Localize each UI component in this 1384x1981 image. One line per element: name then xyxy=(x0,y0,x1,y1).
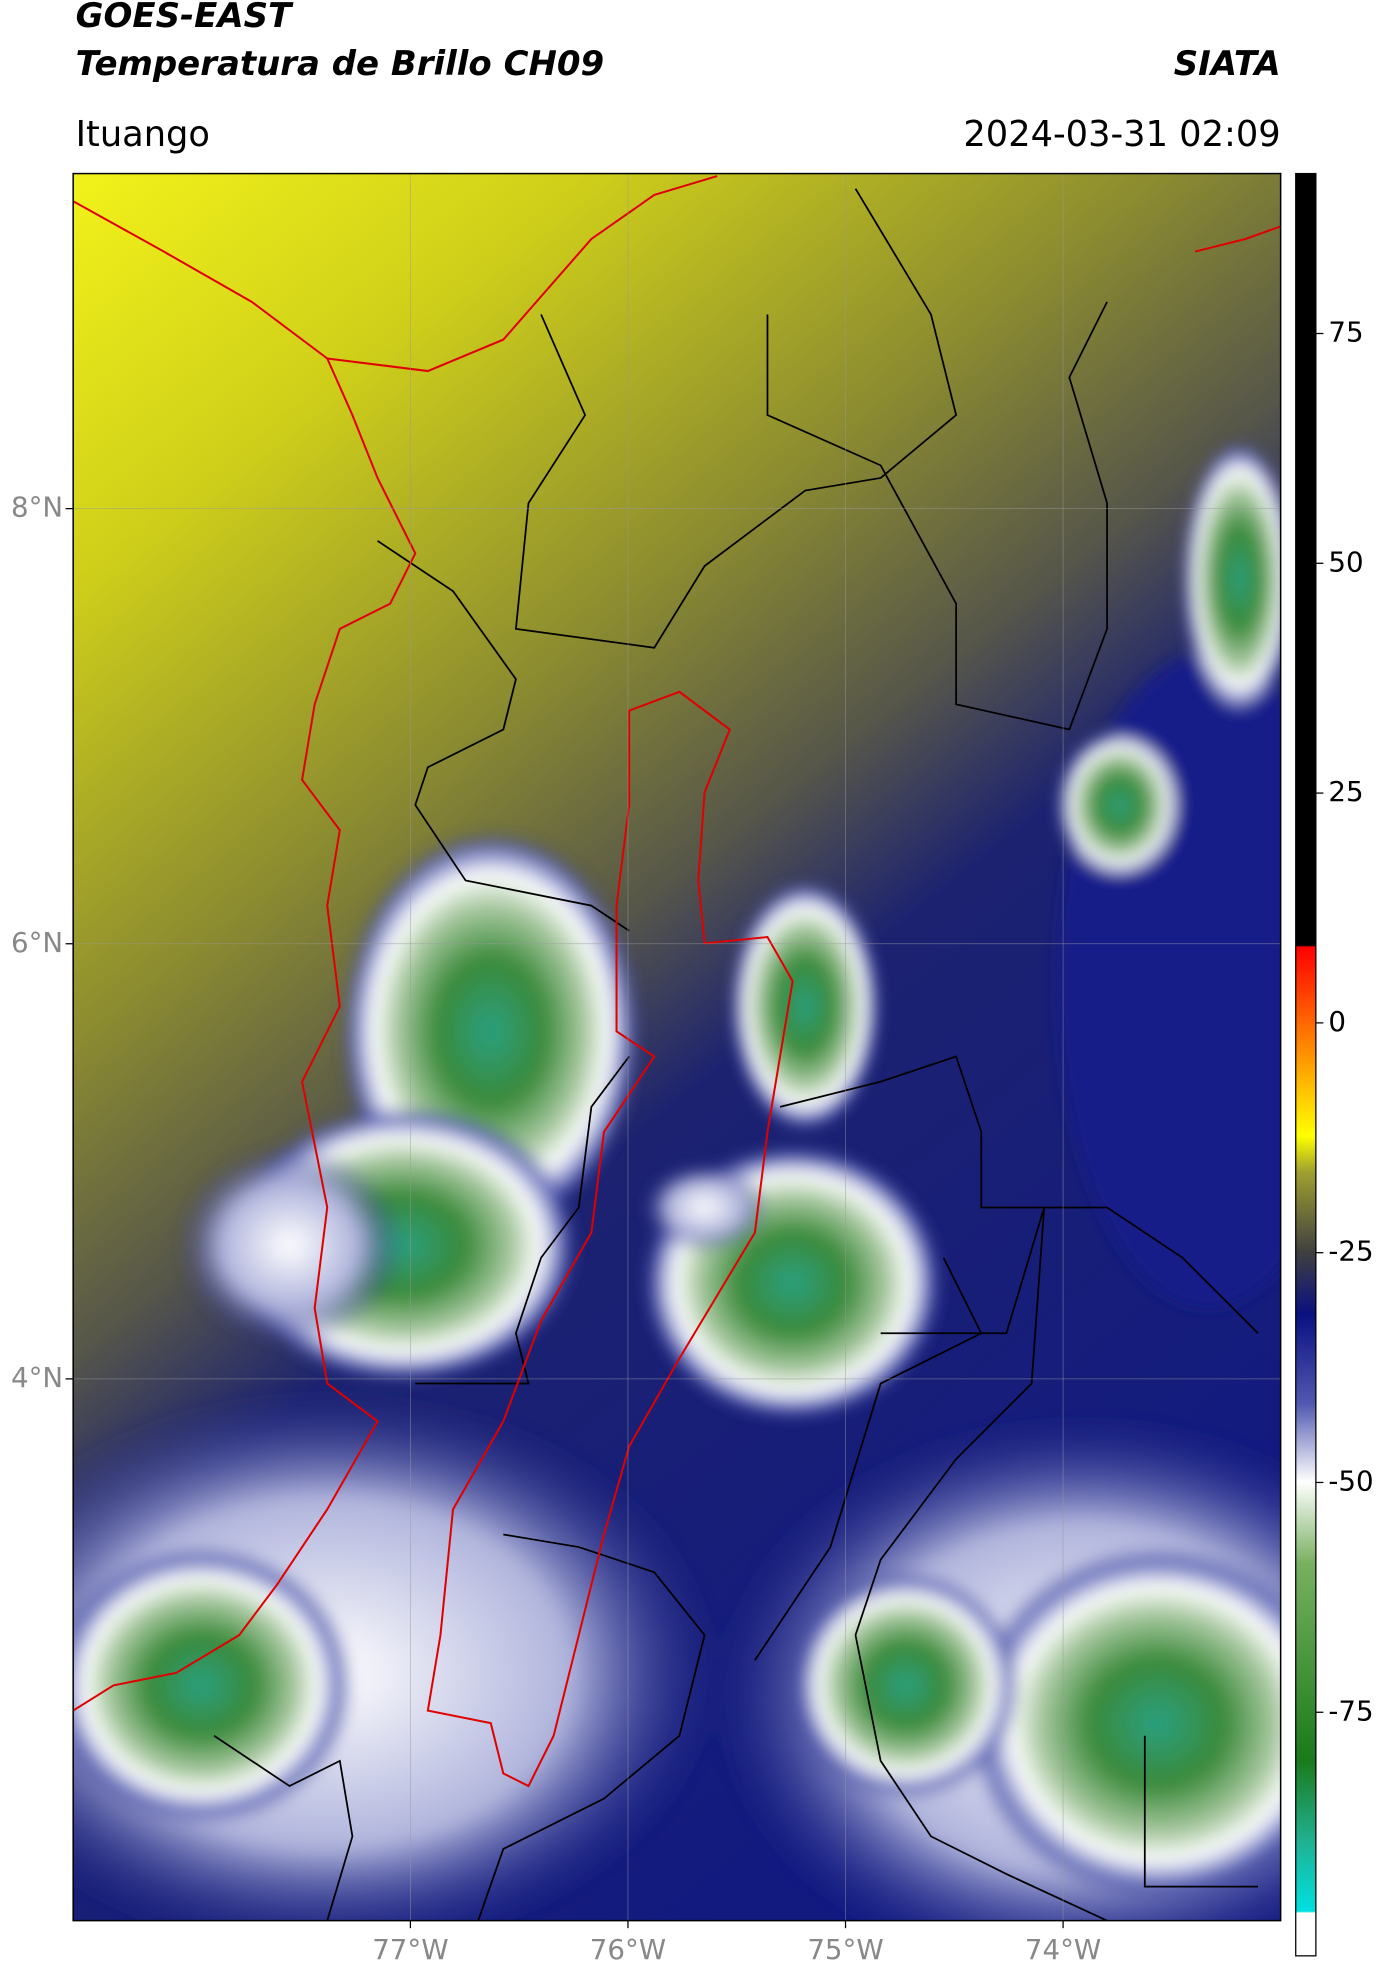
satellite-image xyxy=(73,173,1281,1921)
colorbar-tick-label: 50 xyxy=(1328,545,1363,578)
location: Ituango xyxy=(76,114,210,155)
title: GOES-EAST xyxy=(76,0,294,36)
x-tick-label: 75°W xyxy=(807,1933,883,1966)
graticule xyxy=(73,173,1281,1921)
datetime: 2024-03-31 02:09 xyxy=(963,114,1280,155)
colorbar xyxy=(1295,172,1317,1957)
colorbar-tick-label: 25 xyxy=(1328,775,1363,808)
colorbar-tick-label: -50 xyxy=(1328,1464,1373,1497)
source: SIATA xyxy=(1174,44,1281,84)
x-tick-label: 74°W xyxy=(1025,1933,1101,1966)
y-tick-label: 4°N xyxy=(11,1361,63,1394)
x-tick-label: 76°W xyxy=(590,1933,666,1966)
y-tick-label: 8°N xyxy=(11,491,63,524)
subtitle: Temperatura de Brillo CH09 xyxy=(76,44,604,84)
colorbar-tick-label: -75 xyxy=(1328,1694,1373,1727)
map-frame xyxy=(72,172,1282,1922)
colorbar-tick-label: -25 xyxy=(1328,1235,1373,1268)
x-tick-label: 77°W xyxy=(372,1933,448,1966)
colorbar-tick-label: 75 xyxy=(1328,316,1363,349)
colorbar-tick-label: 0 xyxy=(1328,1005,1346,1038)
y-tick-label: 6°N xyxy=(11,926,63,959)
